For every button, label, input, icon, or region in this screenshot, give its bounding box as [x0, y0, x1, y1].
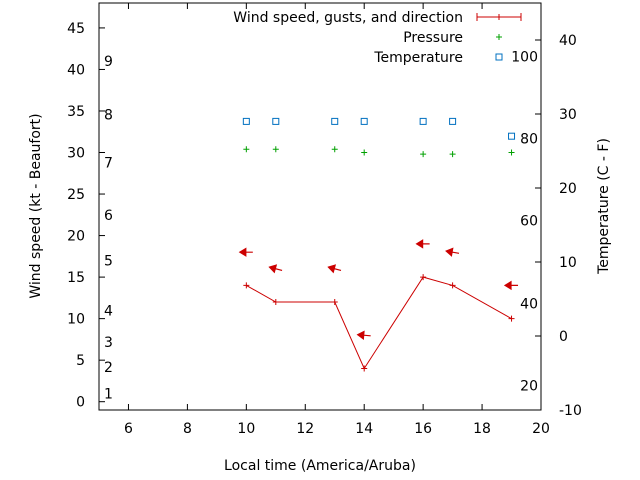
pressure-point	[331, 146, 338, 153]
legend-swatch-wind-bars	[476, 13, 522, 21]
temperature-point	[419, 117, 427, 125]
pressure-point	[272, 146, 279, 153]
y-tick-label: 35	[67, 104, 85, 120]
y2-tick-label: 20	[559, 181, 577, 197]
y-tick-label: 40	[67, 62, 85, 78]
wind-direction-arrow	[268, 264, 283, 274]
beaufort-label: 8	[104, 107, 113, 123]
legend-label-pressure: Pressure	[403, 30, 463, 46]
y-tick-label: 0	[76, 395, 85, 411]
wind-speed-point	[361, 365, 368, 372]
wind-speed-point	[420, 274, 427, 281]
y-tick-label: 10	[67, 312, 85, 328]
y-tick-label: 5	[76, 353, 85, 369]
x-axis-label: Local time (America/Aruba)	[224, 458, 416, 474]
fahrenheit-label: 40	[520, 296, 538, 312]
legend-label-wind: Wind speed, gusts, and direction	[233, 10, 463, 26]
plot-frame	[98, 2, 542, 411]
x-tick-label: 10	[237, 421, 255, 437]
data-marks	[238, 117, 519, 372]
y-tick-label: 30	[67, 146, 85, 162]
x-tick-label: 12	[296, 421, 314, 437]
wind-speed-point	[243, 282, 250, 289]
x-tick-label: 6	[124, 421, 133, 437]
fahrenheit-label: 80	[520, 131, 538, 147]
beaufort-label: 4	[104, 303, 113, 319]
beaufort-label: 1	[104, 386, 113, 402]
legend-swatch-temperature	[495, 53, 503, 61]
temperature-point	[508, 132, 516, 140]
wind-speed-point	[331, 299, 338, 306]
y-tick-label: 20	[67, 229, 85, 245]
x-tick-label: 16	[414, 421, 432, 437]
axes: 6 8 10 12 14 16 18 20051015202530354045-1001020…	[67, 3, 582, 437]
pressure-point	[361, 149, 368, 156]
temperature-point	[360, 117, 368, 125]
beaufort-label: 6	[104, 208, 113, 224]
wind-direction-arrow	[327, 264, 342, 274]
wind-direction-arrow	[445, 247, 460, 257]
temperature-point	[449, 117, 457, 125]
beaufort-label: 2	[104, 360, 113, 376]
y-tick-label: 15	[67, 270, 85, 286]
temperature-point	[331, 117, 339, 125]
x-tick-label: 14	[355, 421, 373, 437]
wind-speed-lines	[246, 276, 512, 370]
wind-speed-line	[246, 276, 512, 370]
x-tick-label: 18	[473, 421, 491, 437]
pressure-point	[420, 151, 427, 158]
pressure-point	[449, 151, 456, 158]
y-tick-label: 25	[67, 187, 85, 203]
wind-direction-arrow	[415, 239, 430, 249]
beaufort-label: 5	[104, 253, 113, 269]
wind-speed-point	[272, 299, 279, 306]
y2-tick-label: -10	[559, 403, 582, 419]
temperature-point	[242, 117, 250, 125]
wind-direction-arrow	[238, 247, 253, 257]
fahrenheit-label: 100	[511, 49, 538, 65]
beaufort-label: 3	[104, 335, 113, 351]
beaufort-label: 7	[104, 155, 113, 171]
wind-speed-point	[449, 282, 456, 289]
legend-label-temperature: Temperature	[373, 50, 463, 66]
legend-swatch-pressure	[496, 34, 502, 40]
wind-speed-point	[508, 315, 515, 322]
wind-direction-arrow	[356, 330, 371, 340]
x-tick-label: 8	[183, 421, 192, 437]
pressure-point	[243, 146, 250, 153]
pressure-point	[508, 149, 515, 156]
y2-tick-label: 0	[559, 329, 568, 345]
x-tick-label: 20	[532, 421, 550, 437]
y2-tick-label: 30	[559, 107, 577, 123]
wind-direction-arrow	[503, 280, 519, 291]
y2-tick-label: 10	[559, 255, 577, 271]
fahrenheit-label: 60	[520, 214, 538, 230]
legend: Wind speed, gusts, and direction Pressure…	[233, 10, 522, 66]
y-axis-label: Wind speed (kt - Beaufort)	[28, 113, 44, 298]
beaufort-label: 9	[104, 54, 113, 70]
temperature-point	[272, 117, 280, 125]
y2-tick-label: 40	[559, 33, 577, 49]
y-tick-label: 45	[67, 21, 85, 37]
fahrenheit-label: 20	[520, 379, 538, 395]
y2-axis-label: Temperature (C - F)	[596, 138, 612, 275]
